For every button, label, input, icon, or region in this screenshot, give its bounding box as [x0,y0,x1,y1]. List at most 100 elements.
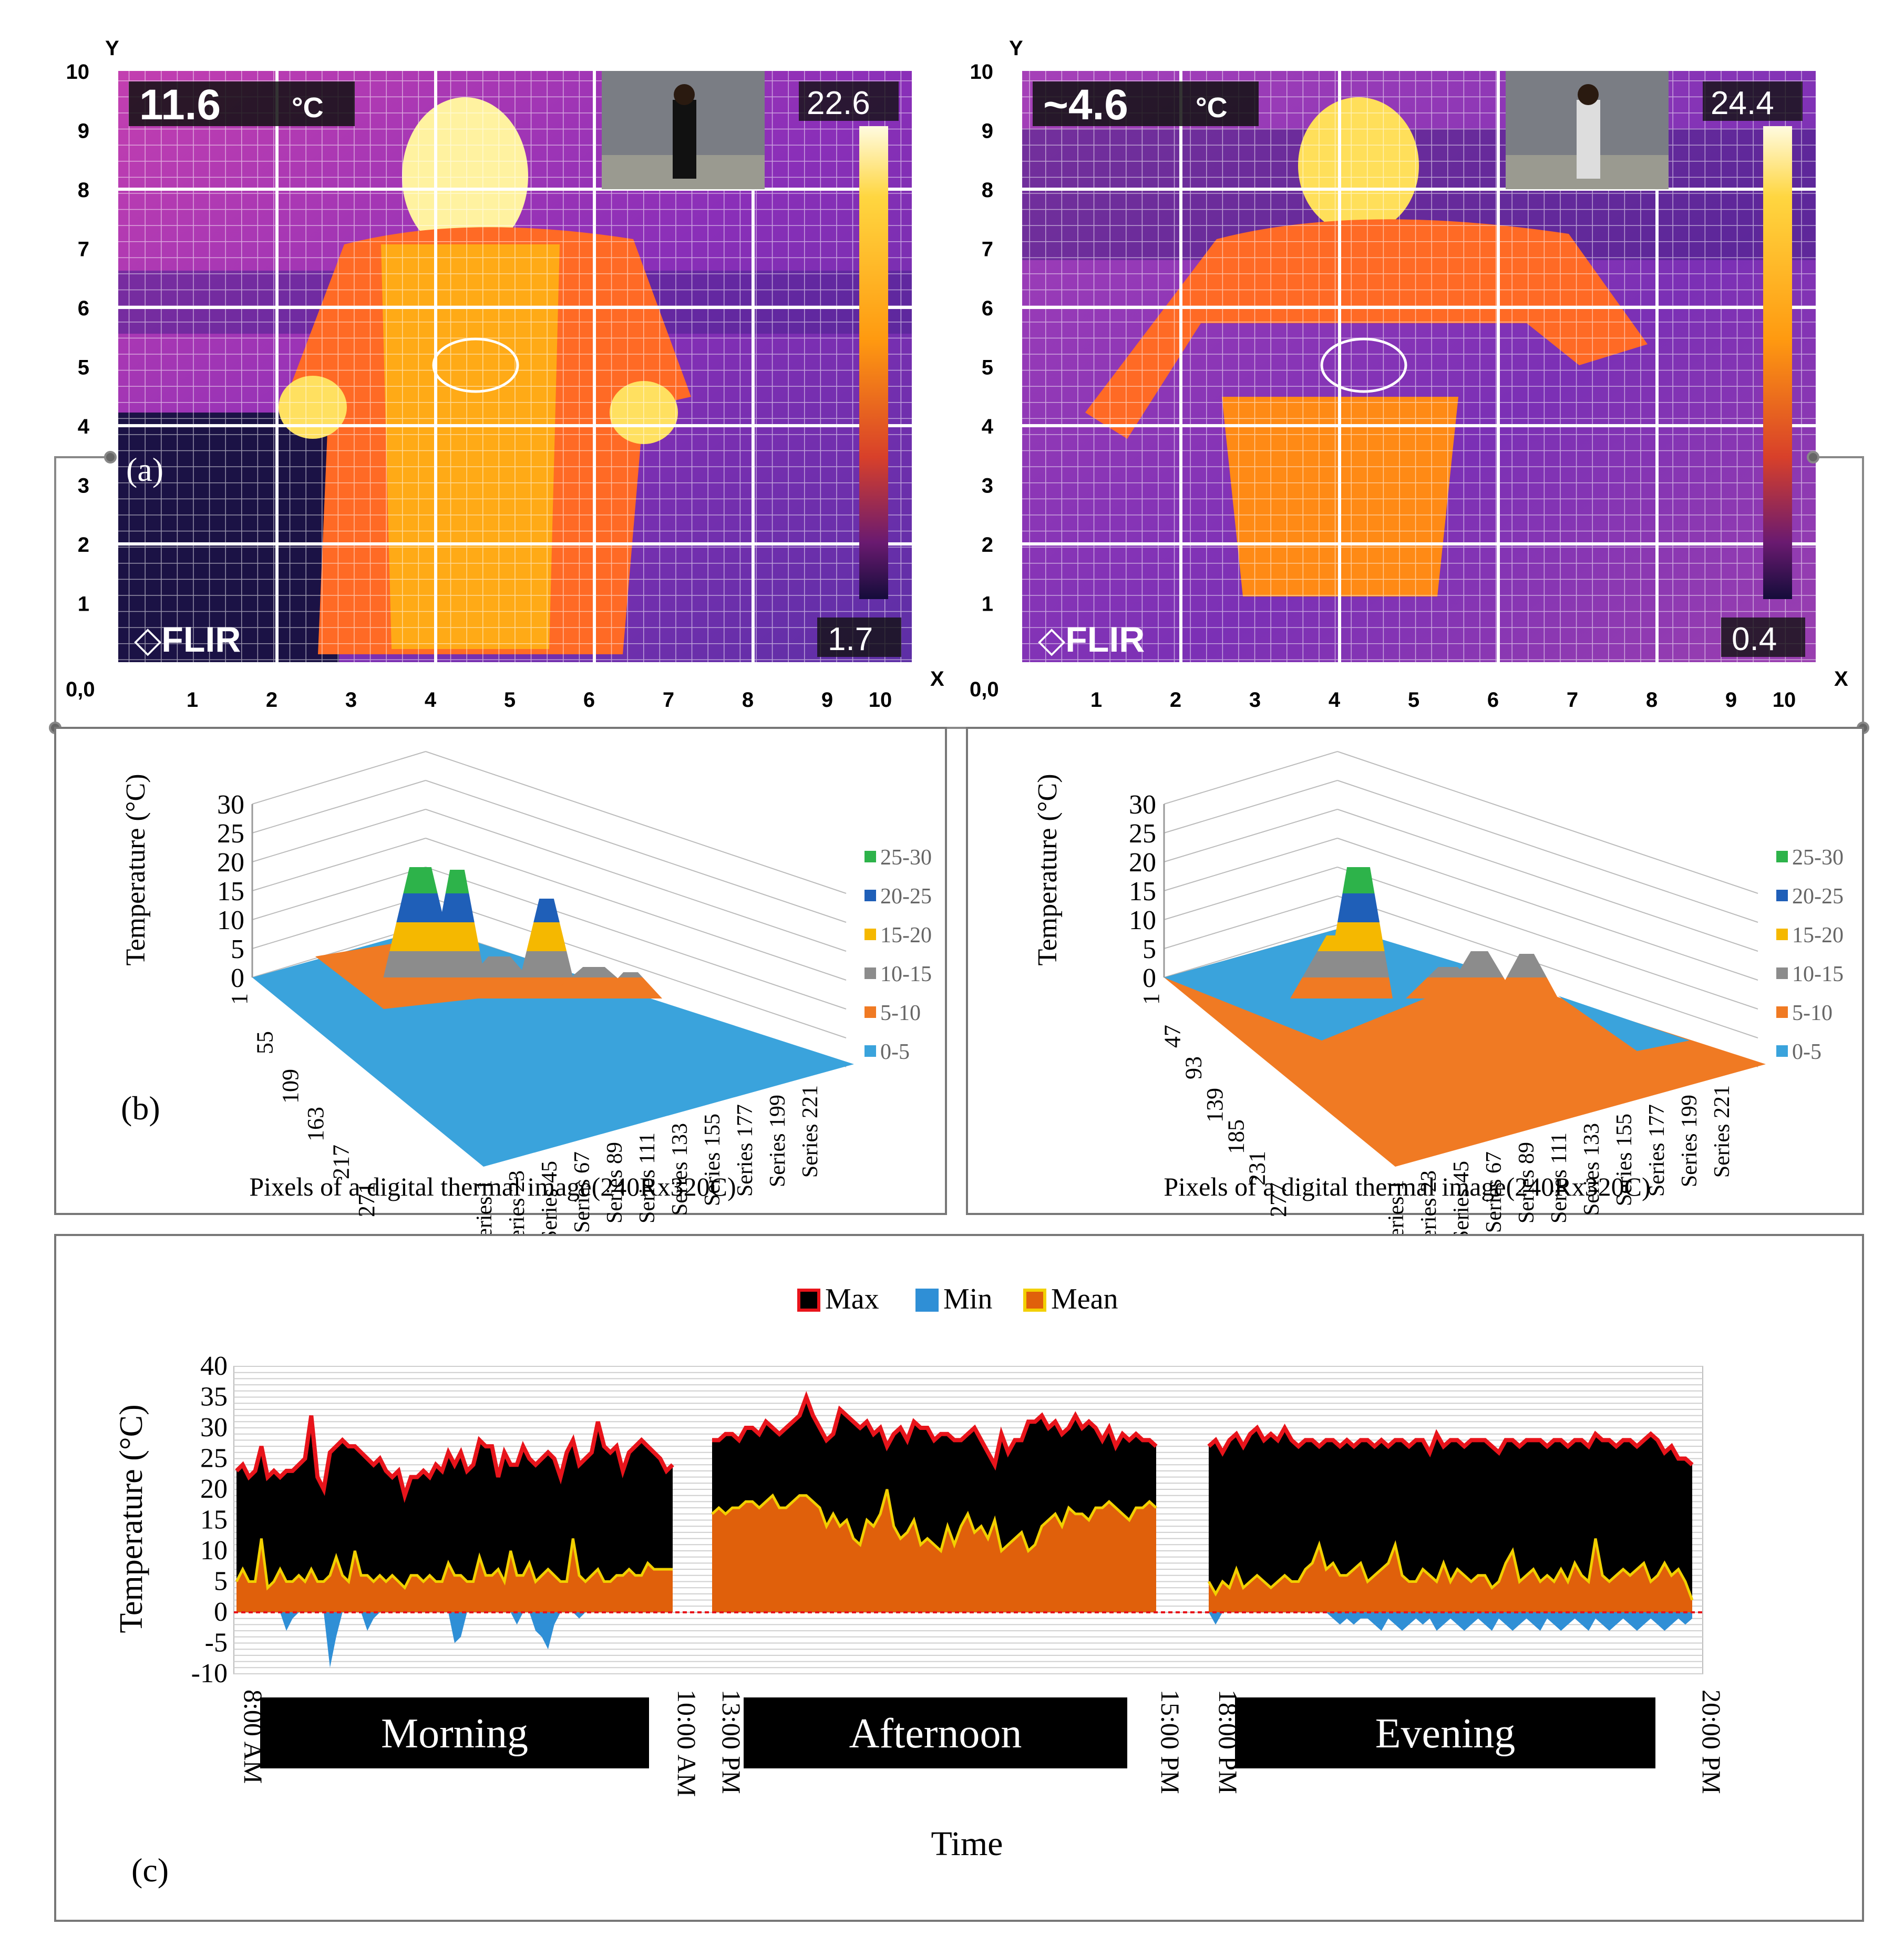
y-tick-label: 4 [982,415,994,438]
wall-gridline [1337,780,1758,923]
y-tick-label: 0 [214,1597,228,1627]
legend-label: Mean [1051,1283,1118,1315]
y-tick-label: 40 [200,1351,228,1381]
surface-peak-band [618,972,643,977]
z-tick-label: 20 [1129,848,1156,878]
wall-gridline [425,751,847,894]
wall-gridline [252,895,426,949]
surface-peak-band [427,951,477,977]
surface-cold-area [1558,996,1690,1051]
surface-peak-band [1290,977,1385,998]
x-tick-label: 10 [1773,688,1796,712]
temp-unit: °C [1196,92,1228,123]
scale-max: 22.6 [807,85,870,121]
row-tick-label: 55 [252,1031,277,1054]
y-tick-label: 2 [78,533,89,557]
legend-swatch [1023,1289,1046,1312]
legend-swatch [864,967,876,979]
z-tick-label: 5 [231,934,244,964]
z-axis-title: Temperature (°C) [1033,774,1063,965]
scale-min-box [1721,617,1805,657]
z-tick-label: 25 [1129,819,1156,849]
row-tick-label: 1 [227,993,252,1005]
surface-peak-band [1317,935,1358,951]
surface-peak-band [533,899,560,922]
surface-peak-band [452,977,547,998]
legend-swatch [1776,890,1788,901]
y-tick-label: 30 [200,1413,228,1443]
legend-label: Max [825,1283,879,1315]
y-tick-label: 5 [214,1567,228,1597]
series-tick-label: Series 111 [1547,1133,1571,1223]
pixel-grid [118,71,912,662]
color-scale-bar [859,126,888,599]
legend-label: Min [943,1283,992,1315]
series-tick-label: Series 199 [766,1095,790,1187]
scale-min-box [817,617,901,657]
legend-swatch [864,1006,876,1018]
period-label: Morning [381,1711,528,1757]
wall-gridline [252,838,426,891]
wall-gridline [252,751,426,805]
max-line [712,1391,1158,1471]
legend-swatch [864,1045,876,1057]
panel-a-label: (a) [126,451,163,488]
row-tick-label: 1 [1138,993,1164,1005]
row-tick-label: 109 [277,1069,303,1104]
temp-unit: °C [292,92,324,123]
legend-swatch [797,1289,820,1312]
wall-gridline [1164,924,1338,978]
mean-line [1207,1538,1694,1601]
photo-person [673,100,696,179]
period-bar [744,1697,1127,1768]
panel-c-label: (c) [131,1851,169,1889]
surface-peak-band [571,967,617,977]
scale-max: 24.4 [1711,85,1774,121]
row-tick-label: 271 [354,1182,379,1217]
time-segment-2 [711,1391,1158,1612]
surface-peak-band [396,893,445,922]
surface-peak-band [1337,893,1380,922]
y-tick-label: 10 [66,60,90,84]
x-tick-label: 1 [1090,688,1102,712]
wall-gridline [1337,838,1758,981]
z-axis-title: Temperature (°C) [121,774,151,965]
x-axis-title: Time [931,1825,1003,1863]
series-tick-label: Series 111 [635,1133,660,1223]
series-tick-label: Series 45 [538,1161,562,1242]
x-tick-label: 1 [187,688,198,712]
legend-swatch [1776,1045,1788,1057]
x-tick-label: 5 [1408,688,1419,712]
row-tick-label: 277 [1265,1182,1291,1217]
wall-gridline [1164,751,1338,805]
origin-label: 0,0 [970,678,999,701]
wall-gridline [1337,751,1758,894]
y-tick-label: 3 [78,475,89,498]
z-tick-label: 10 [217,905,244,935]
series-tick-label: Series 199 [1677,1095,1702,1187]
wall-gridline [1164,780,1338,833]
y-tick-label: 8 [982,179,993,202]
surface-peak-band [1495,977,1558,998]
x-axis-title: Pixels of a digital thermal image(240Rx3… [1164,1172,1650,1201]
time-tick-label: 20:00 PM [1697,1690,1726,1794]
y-tick-label: 1 [78,593,89,616]
legend-label: 10-15 [1792,962,1844,986]
photo-person-head [1578,84,1599,105]
series-tick-label: Series 133 [1580,1123,1604,1216]
surface-peak-band [470,956,529,977]
z-tick-label: 30 [217,790,244,820]
axis-y-letter: Y [105,37,119,60]
thermal-image-right: ~4.6 °C 24.4 0.4 ◇FLIR [1022,71,1816,662]
surface-peak-band [403,867,438,893]
x-tick-label: 5 [504,688,516,712]
pixel-grid [1022,71,1816,662]
legend-swatch [915,1289,939,1312]
mean-line [711,1489,1157,1553]
y-tick-label: -5 [205,1628,228,1658]
y-tick-label: 25 [200,1444,228,1474]
surface-peak-band [440,893,475,922]
axis-y-letter: Y [1009,37,1023,60]
legend-label: 0-5 [1792,1040,1821,1064]
